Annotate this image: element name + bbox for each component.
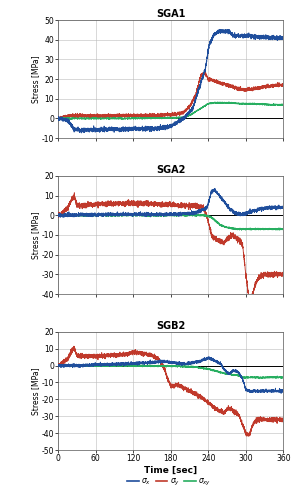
- Y-axis label: Stress [MPa]: Stress [MPa]: [31, 211, 40, 259]
- Title: SGB2: SGB2: [156, 321, 185, 331]
- Y-axis label: Stress [MPa]: Stress [MPa]: [31, 367, 40, 414]
- Legend: $\sigma_x$, $\sigma_y$, $\sigma_{xy}$: $\sigma_x$, $\sigma_y$, $\sigma_{xy}$: [124, 474, 214, 491]
- Y-axis label: Stress [MPa]: Stress [MPa]: [32, 56, 41, 103]
- Title: SGA2: SGA2: [156, 165, 185, 175]
- X-axis label: Time [sec]: Time [sec]: [144, 466, 197, 475]
- Title: SGA1: SGA1: [156, 9, 185, 19]
